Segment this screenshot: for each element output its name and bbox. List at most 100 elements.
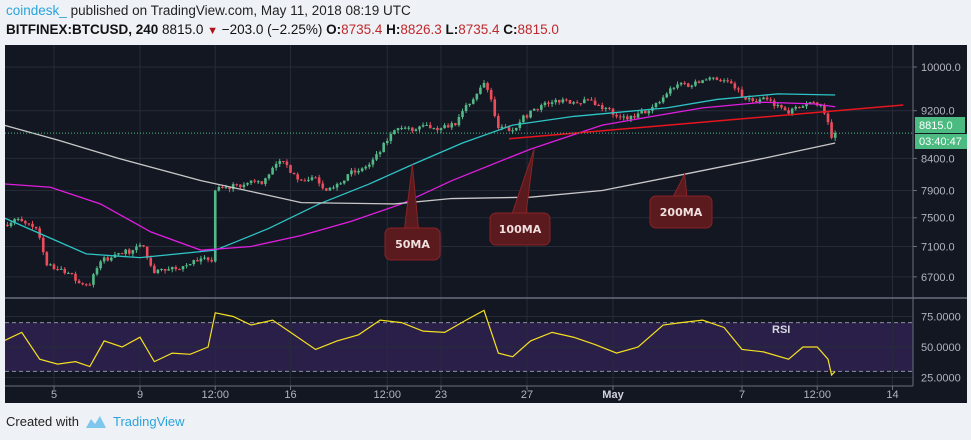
time-tick-label: 12:00 xyxy=(201,389,229,401)
candle-body xyxy=(672,87,676,89)
candle xyxy=(557,99,561,105)
candle xyxy=(772,98,776,110)
candle xyxy=(550,99,554,107)
candle-body xyxy=(350,170,353,175)
rsi-line xyxy=(5,309,836,377)
candle xyxy=(242,182,246,191)
candle-body xyxy=(622,116,626,118)
candle xyxy=(694,79,697,87)
candle-body xyxy=(178,269,181,271)
candle xyxy=(267,173,271,181)
time-tick-label: May xyxy=(602,389,624,401)
ma-line-100ma xyxy=(5,101,836,251)
candle-body xyxy=(421,125,425,127)
candle xyxy=(393,129,396,135)
candle-body xyxy=(110,257,113,261)
candle xyxy=(206,256,210,263)
candle xyxy=(160,268,163,272)
candle xyxy=(260,181,264,185)
candle xyxy=(579,103,583,106)
candle xyxy=(350,168,353,177)
time-tick-label: 9 xyxy=(137,389,143,401)
candle-body xyxy=(518,122,522,128)
price-chart[interactable]: 50MA 100MA 200MA RSI 10000.0 9200.0 8400.0 7900… xyxy=(5,45,967,403)
countdown-label: 03:40:47 xyxy=(919,136,962,148)
callout-box xyxy=(649,195,713,229)
candle-body xyxy=(314,177,317,179)
candle-body xyxy=(160,268,163,270)
candle xyxy=(246,182,249,187)
candle-body xyxy=(335,183,339,188)
candle-body xyxy=(339,183,342,185)
candle xyxy=(633,113,636,120)
candle-body xyxy=(468,103,471,106)
candle-body xyxy=(819,105,823,107)
candle xyxy=(618,113,622,120)
callout-pointer xyxy=(672,172,688,198)
candle-body xyxy=(744,97,747,100)
candle xyxy=(299,179,303,182)
candle xyxy=(285,159,289,168)
candle-body xyxy=(547,102,550,104)
candle-body xyxy=(540,105,543,110)
candle xyxy=(640,108,643,114)
down-triangle-icon: ▼ xyxy=(207,25,218,37)
candle-body xyxy=(203,257,206,259)
candle-body xyxy=(798,106,801,108)
candle-body xyxy=(626,116,629,120)
candle-body xyxy=(479,87,482,94)
candle xyxy=(49,263,52,266)
candle-body xyxy=(210,259,213,262)
candle-body xyxy=(188,263,192,266)
price-tick-label: 6700.0 xyxy=(921,272,955,284)
open-value: 8735.4 xyxy=(341,22,383,37)
candle xyxy=(812,100,815,104)
candle xyxy=(106,255,110,262)
candle xyxy=(289,164,292,174)
candle xyxy=(282,160,285,164)
candle xyxy=(307,176,310,182)
candle-body xyxy=(532,108,536,111)
candle xyxy=(264,177,267,187)
tradingview-link[interactable]: TradingView xyxy=(112,414,185,429)
candle xyxy=(153,263,156,274)
candle xyxy=(532,108,536,111)
candle xyxy=(88,282,92,286)
candle-body xyxy=(34,226,38,229)
candle-body xyxy=(683,82,686,84)
candle-body xyxy=(593,100,597,106)
candle xyxy=(81,282,84,286)
candle xyxy=(514,127,518,132)
candle xyxy=(274,161,278,171)
candle xyxy=(622,113,626,121)
candle xyxy=(697,80,701,84)
candle xyxy=(110,256,113,262)
author-link[interactable]: coindesk_ xyxy=(6,3,67,18)
candle-body xyxy=(375,154,378,160)
candle-body xyxy=(575,102,579,104)
candle xyxy=(765,95,769,102)
candle-body xyxy=(296,174,299,180)
candle xyxy=(378,150,382,158)
candle xyxy=(239,184,242,189)
candle-body xyxy=(454,123,457,126)
tradingview-logo-icon xyxy=(85,415,106,428)
candle-body xyxy=(52,264,56,270)
candle-body xyxy=(446,125,450,128)
candle xyxy=(360,167,364,173)
candle xyxy=(726,77,729,83)
candle-body xyxy=(522,115,525,123)
candle xyxy=(432,127,436,130)
candle xyxy=(368,162,371,169)
candle-body xyxy=(833,133,837,138)
candle-body xyxy=(654,103,658,108)
candle xyxy=(479,85,482,95)
chart-frame[interactable]: 50MA 100MA 200MA RSI 10000.0 9200.0 8400.0 7900… xyxy=(5,45,967,403)
candle xyxy=(565,98,568,102)
candle-body xyxy=(726,80,729,82)
candle-body xyxy=(99,261,102,269)
candle-body xyxy=(418,126,421,130)
candle xyxy=(672,87,676,91)
candle xyxy=(529,110,532,119)
candle-body xyxy=(328,187,332,191)
